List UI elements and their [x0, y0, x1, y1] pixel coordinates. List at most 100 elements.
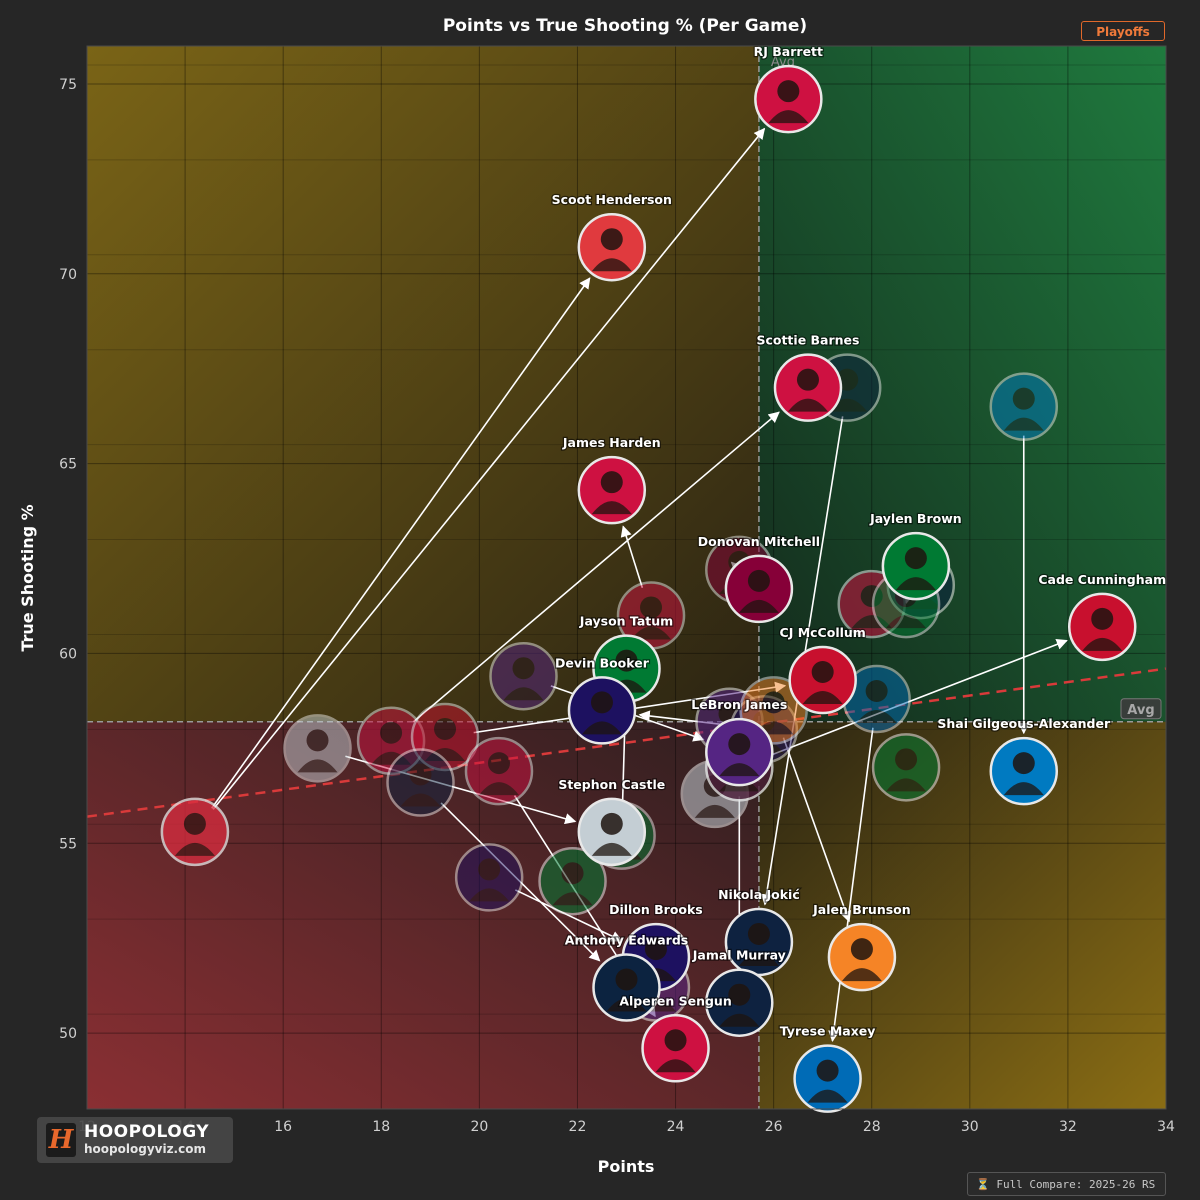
player-marker-po-15-head [850, 938, 873, 961]
player-marker-po-0 [754, 64, 823, 134]
y-axis-label: True Shooting % [18, 504, 37, 651]
player-label-11: Shai Gilgeous-Alexander [937, 716, 1111, 731]
player-marker-po-8-head [811, 661, 834, 684]
player-marker-rs-14-head [478, 858, 501, 881]
player-marker-po-19 [793, 1044, 862, 1113]
player-marker-unlabeled-5-ring [538, 846, 607, 916]
player-marker-rs-19 [842, 664, 911, 734]
player-arrow-1 [211, 277, 591, 809]
player-marker-po-9-body [581, 721, 622, 735]
player-label-17: Jamal Murray [692, 948, 786, 963]
playoffs-button[interactable]: Playoffs [1081, 21, 1165, 41]
player-marker-rs-19-body [856, 709, 897, 723]
player-marker-po-3 [577, 455, 647, 525]
player-marker-unlabeled-0-body [886, 778, 927, 792]
player-label-3: James Harden [562, 435, 661, 450]
x-tick-label: 34 [1157, 1119, 1175, 1135]
player-marker-rs-12 [283, 714, 352, 783]
x-tick-label: 26 [765, 1119, 783, 1135]
player-marker-rs-10-head [512, 657, 535, 680]
player-marker-po-9-head [590, 691, 613, 714]
player-marker-unlabeled-0 [871, 733, 941, 802]
player-marker-po-16-head [615, 968, 638, 991]
player-marker-unlabeled-0-ring [871, 733, 941, 802]
player-marker-rs-18 [464, 736, 534, 806]
player-marker-po-4-head [747, 569, 770, 592]
player-marker-rs-16-ring [386, 748, 455, 817]
player-marker-po-18-body [655, 1059, 696, 1073]
player-marker-rs-12-head [306, 729, 329, 752]
y-tick-label: 70 [59, 267, 77, 283]
player-marker-unlabeled-5-body [552, 892, 593, 906]
player-marker-unlabeled-5-head [561, 862, 584, 885]
player-arrow-6 [766, 638, 1068, 758]
player-arrow-15 [782, 737, 851, 923]
player-marker-rs-11-body [1003, 417, 1044, 431]
player-marker-po-17-body [719, 1013, 760, 1027]
player-marker-rs-16-body [400, 793, 441, 807]
player-marker-po-3-body [591, 501, 632, 515]
player-marker-po-13-head [747, 922, 770, 945]
y-tick-label: 65 [59, 457, 77, 473]
player-marker-rs-1 [160, 797, 230, 867]
player-marker-po-14-head [644, 938, 667, 961]
player-marker-rs-14 [454, 843, 524, 912]
avg-label-y: Avg [1127, 703, 1154, 718]
player-marker-po-10-head [728, 733, 751, 756]
player-label-1: Scoot Henderson [552, 192, 672, 207]
player-marker-po-4-body [738, 599, 779, 613]
player-marker-po-8-body [802, 691, 843, 705]
player-marker-po-12-head [600, 812, 623, 835]
player-marker-po-1-head [600, 228, 623, 251]
player-marker-po-11-head [1012, 752, 1035, 775]
player-marker-po-10-body [719, 763, 760, 777]
player-marker-po-2 [773, 353, 843, 422]
player-marker-unlabeled-4-body [694, 804, 735, 818]
player-marker-po-12 [577, 797, 647, 867]
player-arrow-3 [620, 525, 644, 589]
y-tick-label: 55 [59, 836, 77, 852]
player-label-0: RJ Barrett [754, 44, 823, 59]
player-marker-po-8 [788, 645, 857, 715]
player-marker-po-12-body [591, 842, 632, 856]
player-marker-po-13 [724, 907, 794, 977]
player-marker-rs-12-ring [283, 714, 352, 783]
x-tick-label: 16 [274, 1119, 292, 1135]
player-marker-po-4 [724, 554, 794, 624]
full-compare-button[interactable]: ⏳ Full Compare: 2025-26 RS [967, 1172, 1166, 1196]
player-marker-rs-3-body [631, 626, 672, 640]
player-arrow-19 [828, 727, 874, 1043]
x-tick-label: 20 [470, 1119, 488, 1135]
player-marker-po-19-head [816, 1059, 839, 1082]
player-marker-rs-11-head [1012, 387, 1035, 410]
player-marker-po-2-head [796, 368, 819, 391]
player-marker-po-7-head [615, 649, 638, 672]
player-label-14: Dillon Brooks [609, 902, 703, 917]
chart-title: Points vs True Shooting % (Per Game) [443, 16, 807, 36]
player-marker-rs-5-body [886, 615, 927, 629]
player-marker-po-5-body [895, 577, 936, 591]
player-marker-po-16 [592, 953, 661, 1022]
player-marker-po-1 [577, 212, 647, 282]
player-marker-po-15 [827, 922, 897, 992]
avg-label-y-box [1120, 698, 1162, 720]
x-tick-label: 28 [863, 1119, 881, 1135]
player-label-15: Jalen Brunson [812, 902, 911, 917]
player-marker-po-9 [567, 676, 637, 745]
player-marker-po-0-body [768, 110, 809, 124]
y-tick-label: 75 [59, 77, 77, 93]
player-marker-po-19-body [807, 1089, 848, 1103]
player-label-2: Scottie Barnes [756, 333, 859, 348]
player-marker-po-5 [881, 531, 951, 601]
player-marker-rs-3-head [640, 596, 663, 619]
player-marker-rs-16-head [409, 763, 432, 786]
player-marker-po-3-head [600, 471, 623, 494]
player-marker-rs-1-ring [160, 797, 230, 867]
player-marker-po-15-body [841, 968, 882, 982]
x-tick-label: 30 [961, 1119, 979, 1135]
player-label-12: Stephon Castle [558, 777, 665, 792]
player-marker-rs-11-ring [989, 372, 1059, 441]
player-label-19: Tyrese Maxey [780, 1024, 876, 1039]
player-marker-po-5-head [904, 547, 927, 570]
